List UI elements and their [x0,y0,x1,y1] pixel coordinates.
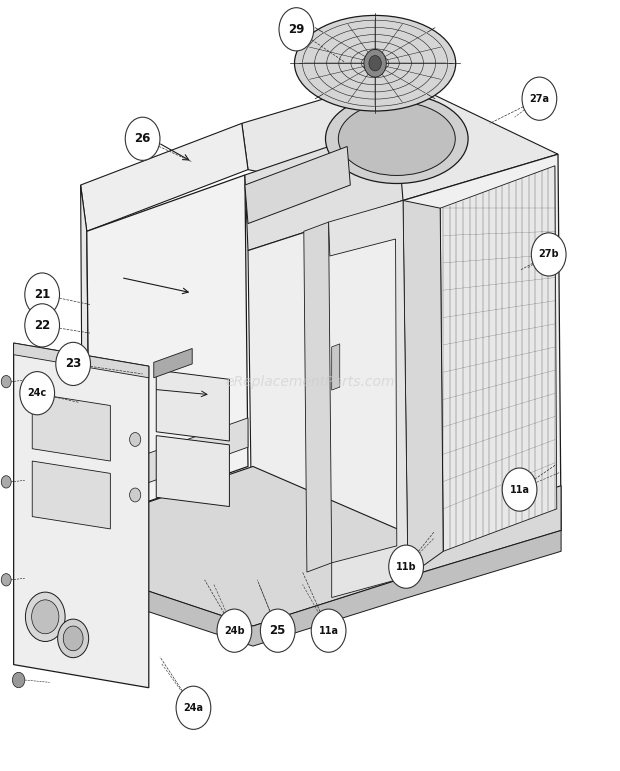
Circle shape [123,456,131,465]
Circle shape [1,375,11,388]
Polygon shape [329,200,408,598]
Polygon shape [14,343,149,688]
Polygon shape [156,370,229,441]
Polygon shape [154,348,192,378]
Polygon shape [81,123,248,231]
Text: 23: 23 [65,358,81,370]
Polygon shape [90,418,248,503]
Ellipse shape [339,102,455,176]
Text: 24b: 24b [224,626,245,635]
Circle shape [364,49,386,77]
Polygon shape [32,461,110,529]
Polygon shape [245,123,403,251]
Circle shape [32,600,59,634]
Circle shape [522,77,557,120]
Circle shape [63,626,83,651]
Circle shape [12,672,25,688]
Polygon shape [344,115,381,142]
Polygon shape [87,175,248,522]
Polygon shape [14,343,149,378]
Circle shape [25,304,60,347]
Circle shape [56,342,91,386]
Text: 11a: 11a [510,485,529,494]
Text: 27a: 27a [529,94,549,103]
Circle shape [531,233,566,276]
Circle shape [311,609,346,652]
Polygon shape [32,393,110,461]
Circle shape [1,574,11,586]
Circle shape [111,456,118,465]
Text: 26: 26 [135,133,151,145]
Text: 29: 29 [288,23,304,35]
Polygon shape [87,530,561,646]
Polygon shape [332,344,340,390]
Circle shape [217,609,252,652]
Circle shape [58,619,89,658]
Polygon shape [440,166,557,551]
Text: 21: 21 [34,288,50,301]
Polygon shape [403,200,443,577]
Circle shape [369,56,381,71]
Text: 11b: 11b [396,562,417,571]
Circle shape [1,476,11,488]
Circle shape [125,117,160,160]
Text: 24c: 24c [27,389,47,398]
Polygon shape [81,185,90,532]
Circle shape [130,488,141,502]
Circle shape [20,372,55,415]
Circle shape [25,273,60,316]
Circle shape [25,592,65,641]
Polygon shape [245,146,350,224]
Polygon shape [248,200,408,626]
Polygon shape [403,154,561,577]
Ellipse shape [326,94,468,183]
Polygon shape [156,436,229,507]
Circle shape [389,545,423,588]
Text: 27b: 27b [538,250,559,259]
Polygon shape [79,466,561,626]
Polygon shape [242,77,558,200]
Circle shape [502,468,537,511]
Circle shape [176,686,211,729]
Ellipse shape [294,15,456,111]
Text: eReplacementParts.com: eReplacementParts.com [225,375,395,389]
Circle shape [279,8,314,51]
Circle shape [130,433,141,446]
Text: 25: 25 [270,625,286,637]
Text: 22: 22 [34,319,50,332]
Text: 24a: 24a [184,703,203,712]
Circle shape [260,609,295,652]
Polygon shape [304,222,332,572]
Circle shape [99,456,106,465]
Text: 11a: 11a [319,626,339,635]
